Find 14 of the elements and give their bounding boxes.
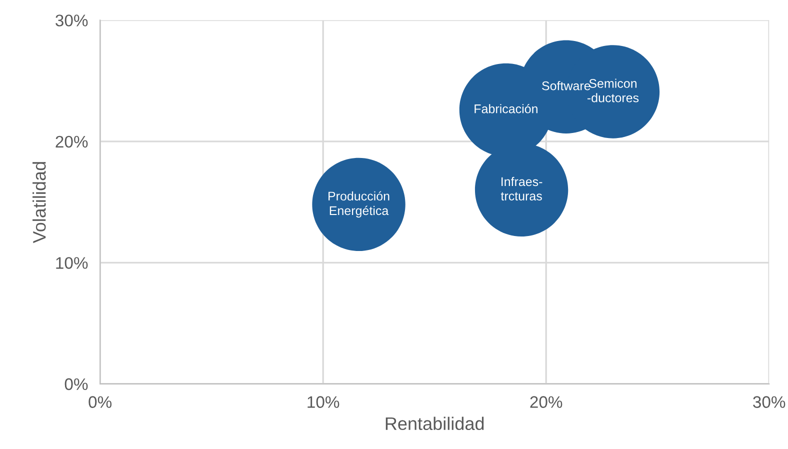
series-label: Fabricación (474, 104, 538, 114)
y-tick-label: 0% (64, 378, 88, 390)
x-axis-title: Rentabilidad (386, 416, 484, 430)
x-tick-label: 0% (88, 396, 112, 408)
series-label: Software (542, 81, 590, 90)
series-label: Infraes- trcturas (500, 176, 542, 200)
y-tick-label: 30% (56, 14, 88, 26)
x-tick-label: 10% (308, 396, 340, 408)
y-tick-label: 10% (56, 257, 88, 269)
y-tick-label: 20% (56, 136, 88, 148)
y-axis-title: Volatilidad (32, 162, 46, 244)
series-label: Producción Energética (328, 191, 390, 218)
x-tick-label: 30% (753, 396, 786, 408)
x-tick-label: 20% (530, 396, 562, 408)
